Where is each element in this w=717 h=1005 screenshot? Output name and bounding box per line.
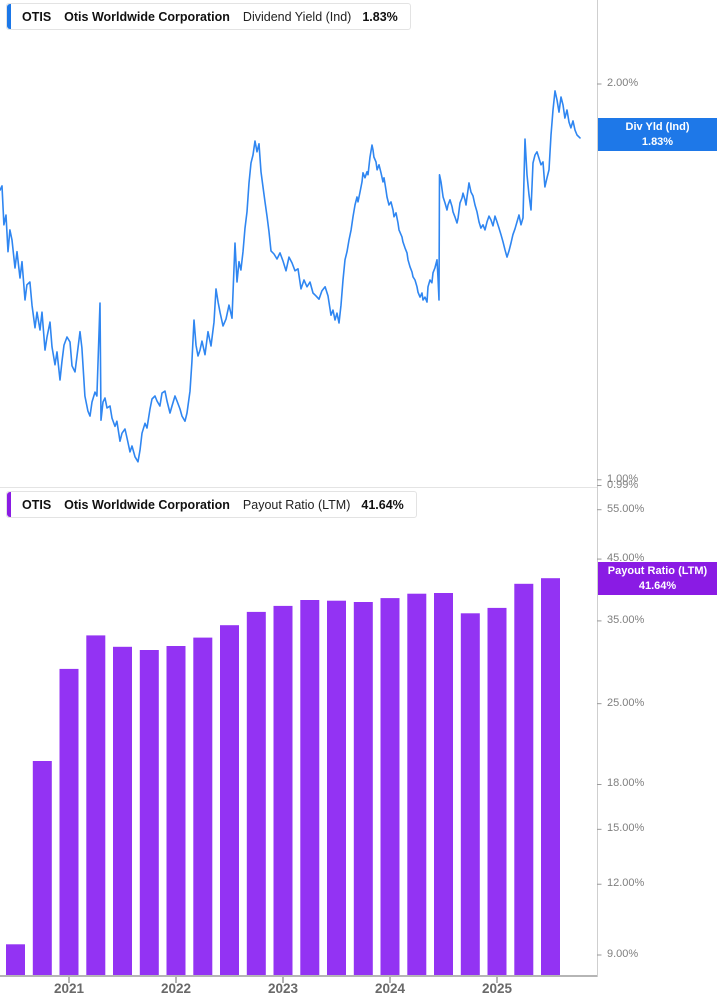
metric-name-label: Payout Ratio (LTM) [242, 497, 351, 512]
badge-value-label: 41.64% [638, 579, 677, 592]
payout-ratio-plot-area[interactable] [0, 488, 597, 977]
payout-ratio-series-chip[interactable]: OTIS Otis Worldwide Corporation Payout R… [6, 491, 417, 518]
metric-value-label: 41.64% [361, 497, 404, 512]
dividend-yield-plot-area[interactable] [0, 0, 597, 487]
dividend-yield-series-chip[interactable]: OTIS Otis Worldwide Corporation Dividend… [6, 3, 411, 30]
div-yld-axis-badge: Div Yld (Ind) 1.83% [598, 118, 717, 151]
metric-value-label: 1.83% [362, 9, 398, 24]
badge-value-label: 1.83% [641, 135, 674, 148]
ticker-label: OTIS [22, 497, 52, 512]
blue-accent-bar [7, 4, 11, 29]
badge-metric-label: Payout Ratio (LTM) [607, 565, 708, 578]
metric-name-label: Dividend Yield (Ind) [242, 9, 352, 24]
badge-metric-label: Div Yld (Ind) [625, 121, 690, 134]
company-name-label: Otis Worldwide Corporation [64, 497, 230, 512]
payout-ratio-axis-badge: Payout Ratio (LTM) 41.64% [598, 562, 717, 595]
company-name-label: Otis Worldwide Corporation [64, 9, 230, 24]
purple-accent-bar [7, 492, 11, 517]
ticker-label: OTIS [22, 9, 52, 24]
